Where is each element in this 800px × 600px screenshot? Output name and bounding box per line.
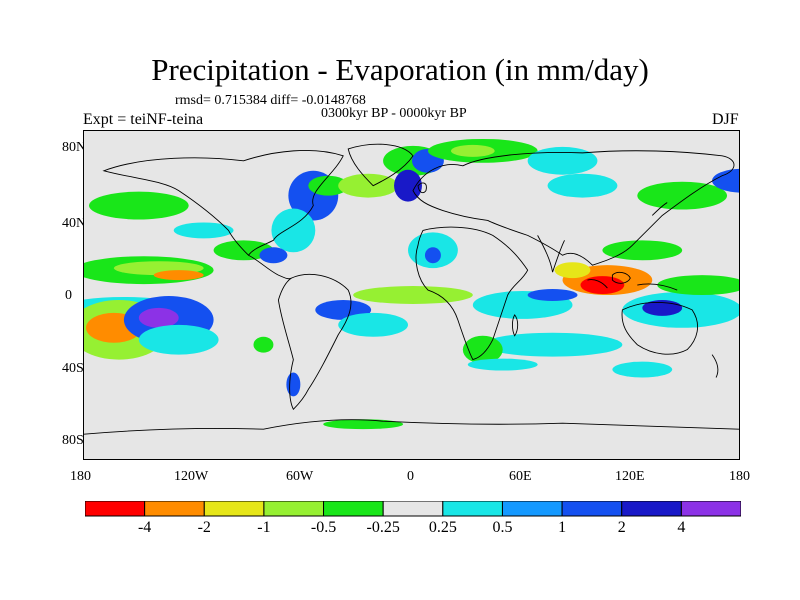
colorbar-tick-label: 2 [617, 519, 626, 536]
lon-label-60e: 60E [509, 469, 532, 484]
colorbar-swatch [203, 501, 265, 517]
lon-label-120w: 120W [174, 469, 209, 484]
colorbar-swatch [621, 501, 682, 517]
lat-label-80n: 80N [62, 140, 87, 155]
figure-title: Precipitation - Evaporation (in mm/day) [151, 52, 649, 87]
colorbar [85, 501, 741, 517]
experiment-label: Expt = teiNF-teina [83, 111, 204, 128]
stats-text: rmsd= 0.715384 diff= -0.0148768 [175, 93, 366, 108]
colorbar-tick-label: -0.25 [366, 519, 400, 536]
colorbar-swatch [442, 501, 503, 517]
colorbar-tick-label: 0.25 [428, 519, 457, 536]
lat-label-40s: 40S [62, 361, 84, 376]
colorbar-tick-label: 4 [677, 519, 686, 536]
lat-label-eq: 0 [65, 288, 72, 303]
colorbar-swatch [85, 501, 146, 517]
colorbar-swatch [501, 501, 563, 517]
colorbar-tick-label: -1 [257, 519, 271, 536]
lon-label-0: 0 [407, 469, 414, 484]
colorbar-tick-label: -0.5 [310, 519, 337, 536]
colorbar-tick-label: -2 [197, 519, 211, 536]
colorbar-swatch [680, 501, 741, 517]
lon-label-180w: 180 [70, 469, 91, 484]
coastlines [84, 143, 739, 435]
lon-label-60w: 60W [286, 469, 314, 484]
world-map [83, 130, 740, 460]
colorbar-swatch [382, 501, 444, 517]
lon-label-180e: 180 [729, 469, 750, 484]
lon-label-120e: 120E [615, 469, 645, 484]
anomaly-fields [84, 138, 739, 430]
season-label: DJF [712, 111, 739, 128]
colorbar-tick-label: -4 [137, 519, 152, 536]
colorbar-swatch [561, 501, 623, 517]
lat-label-40n: 40N [62, 216, 87, 231]
lat-label-80s: 80S [62, 433, 84, 448]
colorbar-tick-label: 1 [558, 519, 567, 536]
colorbar-swatch [144, 501, 205, 517]
colorbar-swatch [263, 501, 325, 517]
colorbar-tick-label: 0.5 [492, 519, 513, 536]
period-text: 0300kyr BP - 0000kyr BP [321, 106, 467, 121]
colorbar-swatch [323, 501, 384, 517]
